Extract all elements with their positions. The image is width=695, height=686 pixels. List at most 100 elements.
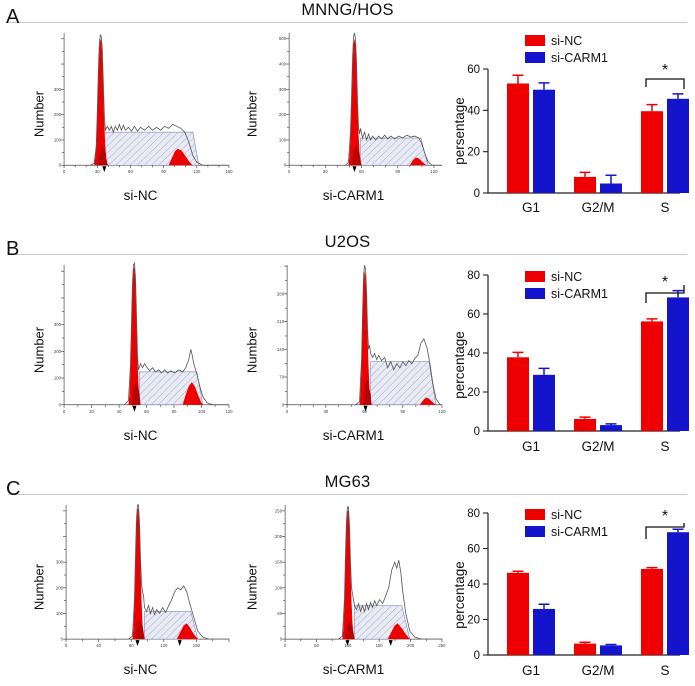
svg-text:160: 160 — [193, 643, 201, 648]
svg-text:40: 40 — [117, 409, 122, 414]
svg-text:40: 40 — [96, 643, 101, 648]
flow-c-left-plot: 0 100 200 300 0 40 80 120 160 — [50, 501, 231, 649]
svg-text:400: 400 — [279, 62, 287, 67]
svg-text:0: 0 — [288, 169, 291, 174]
legend-swatch-si-nc — [525, 509, 545, 520]
svg-text:300: 300 — [56, 560, 64, 565]
bar-b-cat-g1: G1 — [522, 439, 540, 454]
bar-chart-b: si-NC si-CARM1 0 20 40 60 80 percentage — [450, 255, 693, 459]
svg-text:200: 200 — [56, 585, 64, 590]
legend-label-si-carm1: si-CARM1 — [551, 525, 608, 539]
flow-b-right-caption: si-CARM1 — [322, 428, 385, 443]
flow-c-left-caption: si-NC — [123, 662, 158, 677]
svg-text:100: 100 — [344, 643, 352, 648]
svg-text:90: 90 — [400, 409, 405, 414]
panel-a-divider — [8, 22, 687, 23]
panel-c: MG63 C Number 0 100 — [0, 472, 695, 686]
svg-text:200: 200 — [54, 112, 62, 117]
flow-b-right-ylabel: Number — [244, 326, 260, 374]
legend-label-si-nc: si-NC — [551, 508, 582, 522]
bar-chart-a: si-NC si-CARM1 0 20 40 60 persentage — [450, 23, 693, 219]
panel-a: MNNG/HOS A Number — [0, 0, 695, 232]
svg-text:0: 0 — [474, 426, 480, 438]
bar-chart-c: si-NC si-CARM1 0 20 40 60 80 percentage — [450, 495, 693, 681]
svg-text:40: 40 — [467, 105, 480, 117]
bar-b-cat-g2m: G2/M — [581, 439, 614, 454]
svg-text:0: 0 — [474, 650, 480, 662]
flow-plot-c-si-carm1: Number 0 50 100 150 200 250 — [235, 495, 448, 679]
bar-a-cat-g1: G1 — [522, 200, 540, 215]
flow-plot-b-si-carm1: Number 0 70 140 210 280 — [235, 255, 448, 445]
svg-text:500: 500 — [279, 36, 287, 41]
svg-text:100: 100 — [56, 611, 64, 616]
panel-a-letter: A — [6, 6, 20, 28]
legend-label-si-carm1: si-CARM1 — [551, 51, 608, 65]
svg-text:0: 0 — [61, 637, 64, 642]
svg-text:250: 250 — [275, 508, 283, 513]
svg-text:100: 100 — [279, 137, 287, 142]
svg-text:120: 120 — [225, 409, 233, 414]
svg-text:20: 20 — [89, 409, 94, 414]
svg-text:70: 70 — [279, 375, 284, 380]
svg-text:150: 150 — [225, 169, 233, 174]
svg-text:250: 250 — [438, 643, 446, 648]
svg-text:0: 0 — [65, 643, 68, 648]
svg-text:80: 80 — [172, 409, 177, 414]
bar-b-cat-s: S — [660, 439, 669, 454]
svg-text:0: 0 — [280, 637, 283, 642]
svg-text:60: 60 — [359, 169, 364, 174]
flow-a-right-ylabel: Number — [244, 90, 260, 138]
significance-marker-b: * — [662, 274, 668, 291]
flow-a-right-plot: 0 100 200 300 400 500 — [263, 29, 444, 175]
svg-text:210: 210 — [277, 319, 285, 324]
svg-text:0: 0 — [59, 402, 62, 407]
flow-plot-b-si-nc: Number 0 100 200 300 — [22, 255, 235, 445]
svg-text:30: 30 — [95, 169, 100, 174]
svg-text:0: 0 — [59, 163, 62, 168]
svg-text:120: 120 — [193, 169, 201, 174]
svg-text:280: 280 — [277, 291, 285, 296]
svg-text:80: 80 — [467, 508, 480, 520]
svg-text:120: 120 — [438, 409, 446, 414]
flow-b-left-ylabel: Number — [31, 326, 47, 374]
significance-marker-a: * — [662, 62, 668, 79]
svg-text:90: 90 — [161, 169, 166, 174]
legend-swatch-si-nc — [525, 271, 545, 282]
svg-text:60: 60 — [467, 64, 480, 76]
bar-c-ylabel: percentage — [452, 561, 467, 629]
flow-plot-a-si-carm1: Number 0 100 200 — [235, 23, 448, 205]
svg-text:0: 0 — [284, 643, 287, 648]
flow-a-left-plot: 0 100 200 300 0 30 60 — [50, 29, 233, 175]
svg-text:20: 20 — [467, 615, 480, 627]
panel-a-title: MNNG/HOS — [301, 1, 394, 19]
svg-text:100: 100 — [198, 409, 206, 414]
svg-text:0: 0 — [284, 163, 287, 168]
legend-swatch-si-carm1 — [525, 288, 545, 299]
bar-a-ylabel: persentage — [452, 97, 467, 165]
flow-c-right-ylabel: Number — [244, 563, 260, 611]
legend-swatch-si-carm1 — [525, 526, 545, 537]
svg-text:80: 80 — [129, 643, 134, 648]
panel-b: U2OS B Number 0 100 — [0, 232, 695, 472]
flow-a-right-caption: si-CARM1 — [322, 188, 385, 203]
bar-b-ylabel: percentage — [452, 331, 467, 399]
flow-b-left-plot: 0 100 200 300 0 20 40 60 80 100 120 — [50, 261, 233, 415]
panel-c-title: MG63 — [324, 473, 371, 491]
panel-b-letter: B — [6, 238, 20, 260]
panel-b-divider — [8, 254, 687, 255]
svg-text:0: 0 — [282, 402, 285, 407]
legend-label-si-nc: si-NC — [551, 270, 582, 284]
legend-label-si-carm1: si-CARM1 — [551, 287, 608, 301]
svg-text:140: 140 — [277, 347, 285, 352]
svg-text:150: 150 — [376, 643, 384, 648]
svg-text:120: 120 — [160, 643, 168, 648]
svg-text:0: 0 — [63, 169, 66, 174]
flow-a-left-caption: si-NC — [123, 188, 158, 203]
svg-text:40: 40 — [467, 579, 480, 591]
svg-text:0: 0 — [63, 409, 66, 414]
svg-text:40: 40 — [467, 348, 480, 360]
flow-b-left-caption: si-NC — [123, 428, 158, 443]
svg-text:200: 200 — [54, 349, 62, 354]
svg-text:0: 0 — [286, 409, 289, 414]
panel-c-letter: C — [6, 478, 21, 500]
